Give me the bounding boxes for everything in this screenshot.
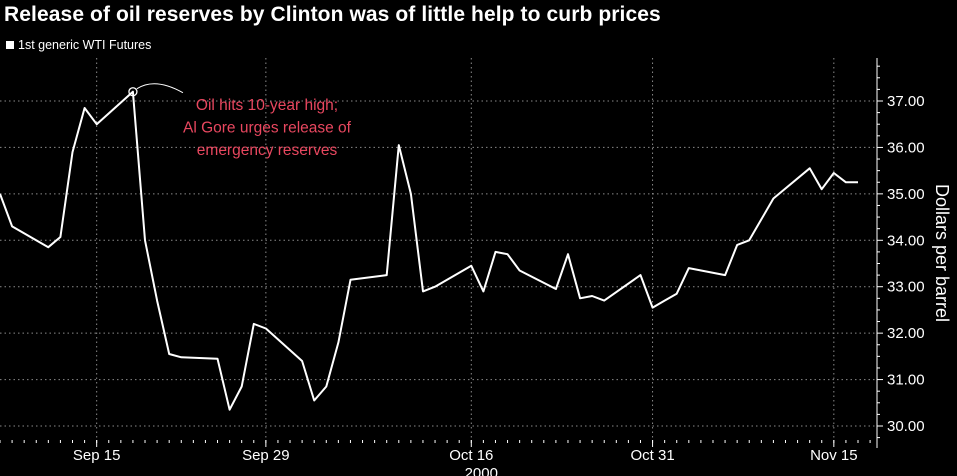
x-tick-label: Nov 15 <box>810 447 858 464</box>
y-tick-label: 32.00 <box>887 325 925 342</box>
y-tick-label: 34.00 <box>887 232 925 249</box>
x-year-label: 2000 <box>465 465 498 476</box>
annotation-text-line: Al Gore urges release of <box>183 120 352 137</box>
y-tick-label: 33.00 <box>887 279 925 296</box>
chart-title: Release of oil reserves by Clinton was o… <box>4 3 661 26</box>
y-tick-label: 35.00 <box>887 186 925 203</box>
y-tick-label: 30.00 <box>887 418 925 435</box>
x-tick-label: Sep 29 <box>242 447 290 464</box>
legend: 1st generic WTI Futures <box>6 38 151 52</box>
annotation-text-line: Oil hits 10-year high; <box>196 97 338 114</box>
annotation-marker <box>128 87 138 97</box>
annotation-leader <box>136 83 184 94</box>
y-tick-label: 31.00 <box>887 372 925 389</box>
x-tick-label: Oct 16 <box>449 447 493 464</box>
x-tick-label: Oct 31 <box>630 447 674 464</box>
y-axis-title: Dollars per barrel <box>932 184 952 322</box>
legend-swatch <box>6 41 14 49</box>
y-tick-label: 37.00 <box>887 93 925 110</box>
legend-label: 1st generic WTI Futures <box>18 38 152 52</box>
series-line-wti <box>0 90 858 411</box>
annotation-text-line: emergency reserves <box>197 142 338 159</box>
y-tick-label: 36.00 <box>887 139 925 156</box>
x-tick-label: Sep 15 <box>73 447 121 464</box>
